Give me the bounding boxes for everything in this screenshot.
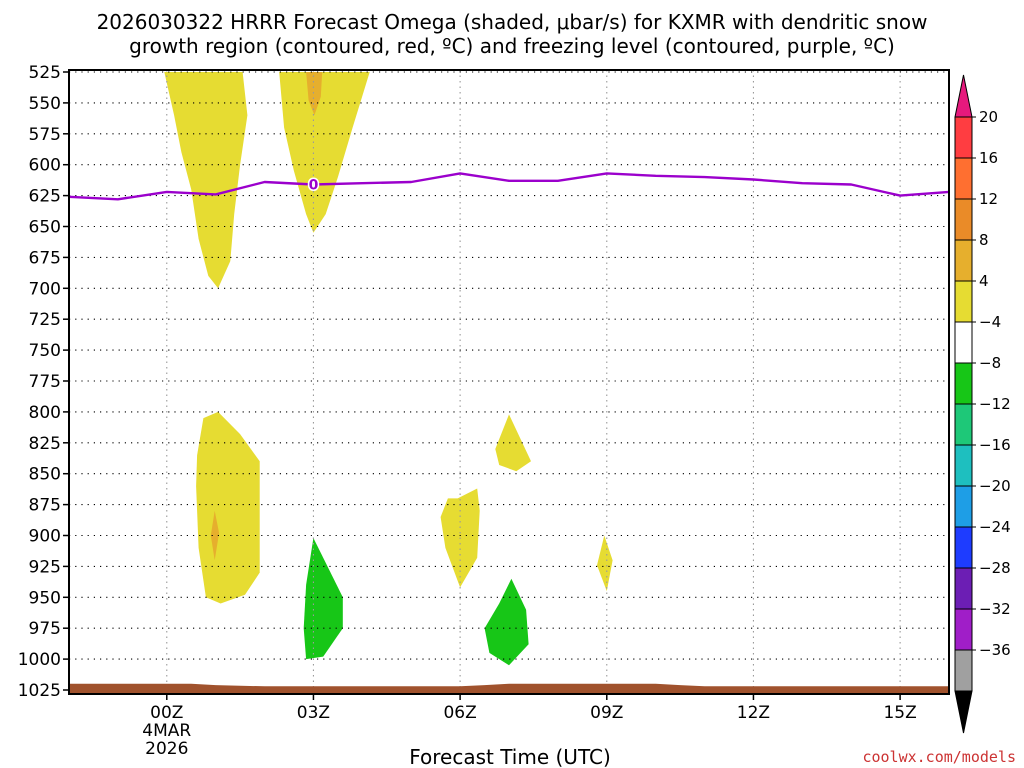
omega-region-0 (164, 72, 248, 289)
y-tick-label-625: 625 (29, 187, 61, 207)
omega-region-8 (303, 538, 343, 660)
colorbar-swatch-9 (954, 485, 973, 528)
y-tick-label-575: 575 (29, 125, 61, 145)
y-tick-label-800: 800 (29, 403, 61, 423)
omega-region-9 (484, 578, 529, 666)
ground-layer (69, 683, 949, 694)
plot-border (68, 69, 950, 695)
colorbar-level-label-10: −24 (979, 518, 1011, 536)
x-tick-date-label: 4MAR (142, 721, 191, 741)
colorbar-swatch-6 (954, 362, 973, 405)
colorbar-level-label-13: −36 (979, 641, 1011, 659)
colorbar-legend: 20 16 12 8 4 −4 −8 −12 −16 −20 −24 −28 −32 −36 (954, 74, 1011, 734)
chart-title-line-2: growth region (contoured, red, ºC) and f… (129, 34, 895, 58)
colorbar-level-label-6: −8 (979, 354, 1001, 372)
colorbar-level-label-4: 4 (979, 272, 989, 290)
y-tick-label-725: 725 (29, 310, 61, 330)
colorbar-swatch-2 (954, 198, 973, 241)
x-axis-label: Forecast Time (UTC) (409, 745, 611, 768)
omega-region-5 (495, 414, 531, 472)
freezing-level-contour: 0 (68, 172, 950, 201)
freezing-level-label: 0 (309, 177, 319, 193)
y-tick-label-850: 850 (29, 465, 61, 485)
colorbar-swatch-0 (954, 116, 973, 159)
colorbar-swatch-3 (954, 239, 973, 282)
omega-region-2 (306, 72, 323, 116)
colorbar-swatch-5 (954, 321, 973, 364)
y-tick-label-750: 750 (29, 341, 61, 361)
omega-region-7 (597, 535, 613, 592)
colorbar-swatch-13 (954, 649, 973, 692)
colorbar-level-label-8: −16 (979, 436, 1011, 454)
omega-region-3 (196, 411, 260, 604)
colorbar-swatch-8 (954, 444, 973, 487)
colorbar-level-label-3: 8 (979, 231, 989, 249)
y-tick-label-700: 700 (29, 279, 61, 299)
y-tick-label-675: 675 (29, 248, 61, 268)
credit-link[interactable]: coolwx.com/models (862, 748, 1016, 766)
colorbar-swatch-7 (954, 403, 973, 446)
y-axis: 525 550 575 600 625 650 675 700 725 750 775 800 825 8… (18, 63, 69, 701)
y-tick-label-1000: 1000 (18, 650, 61, 670)
colorbar-level-label-2: 12 (979, 190, 998, 208)
omega-region-1 (279, 72, 370, 233)
y-tick-label-925: 925 (29, 557, 61, 577)
colorbar-level-label-1: 16 (979, 149, 998, 167)
x-tick-label-06Z: 06Z (443, 703, 476, 723)
colorbar-level-label-0: 20 (979, 108, 998, 126)
y-tick-label-650: 650 (29, 218, 61, 238)
colorbar-top-arrow (954, 74, 973, 118)
y-tick-label-1025: 1025 (18, 681, 61, 701)
colorbar-level-label-5: −4 (979, 313, 1001, 331)
y-tick-label-975: 975 (29, 619, 61, 639)
y-tick-label-900: 900 (29, 527, 61, 547)
y-tick-label-825: 825 (29, 434, 61, 454)
colorbar-swatch-12 (954, 608, 973, 651)
y-tick-label-775: 775 (29, 372, 61, 392)
x-tick-label-15Z: 15Z (883, 703, 916, 723)
ground-fill (69, 683, 949, 694)
y-tick-label-600: 600 (29, 156, 61, 176)
y-tick-label-525: 525 (29, 63, 61, 83)
y-tick-label-950: 950 (29, 588, 61, 608)
colorbar-swatch-1 (954, 157, 973, 200)
omega-region-4 (210, 510, 220, 561)
colorbar-level-label-11: −28 (979, 559, 1011, 577)
colorbar-level-label-7: −12 (979, 395, 1011, 413)
x-tick-label-12Z: 12Z (737, 703, 770, 723)
colorbar-swatch-11 (954, 567, 973, 610)
colorbar-swatch-10 (954, 526, 973, 569)
x-tick-label-09Z: 09Z (590, 703, 623, 723)
y-tick-label-550: 550 (29, 94, 61, 114)
colorbar-level-label-9: −20 (979, 477, 1011, 495)
colorbar-swatch-4 (954, 280, 973, 323)
x-tick-label-00Z: 00Z (150, 703, 183, 723)
colorbar-level-label-12: −32 (979, 600, 1011, 618)
x-tick-year-label: 2026 (145, 739, 188, 759)
chart-title-line-1: 2026030322 HRRR Forecast Omega (shaded, … (97, 10, 928, 34)
x-tick-label-03Z: 03Z (297, 703, 330, 723)
colorbar-bottom-arrow (954, 690, 973, 734)
plot-frame (68, 69, 950, 695)
y-tick-label-875: 875 (29, 496, 61, 516)
freezing-level-line (68, 172, 950, 201)
